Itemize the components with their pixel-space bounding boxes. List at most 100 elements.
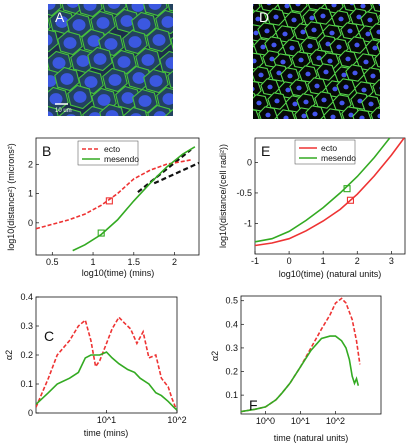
micrograph-d-nucleus bbox=[339, 100, 345, 106]
panel-b-ytick-label: 0 bbox=[28, 218, 33, 228]
micrograph-a-nucleus bbox=[19, 0, 32, 12]
micrograph-d-nucleus bbox=[301, 113, 307, 119]
micrograph-a-cell bbox=[123, 106, 148, 116]
panel-e-xtick-label: 2 bbox=[355, 256, 360, 266]
micrograph-d-nucleus bbox=[343, 84, 349, 90]
micrograph-a-label: A bbox=[55, 9, 65, 25]
micrograph-a-nucleus bbox=[162, 93, 173, 105]
micrograph-d-cell bbox=[229, 22, 247, 38]
panel-e-ytick-label: -1 bbox=[244, 218, 252, 228]
micrograph-d-nucleus bbox=[305, 71, 311, 77]
micrograph-d-nucleus bbox=[233, 56, 238, 61]
micrograph-d-cell bbox=[266, 121, 284, 137]
micrograph-a-nucleus bbox=[152, 34, 166, 46]
micrograph-d-cell bbox=[352, 109, 372, 119]
micrograph-a-cell bbox=[164, 108, 173, 116]
micrograph-a-nucleus bbox=[88, 112, 102, 116]
micrograph-a-nucleus bbox=[120, 15, 134, 27]
panel-f-xtick-label: 10^2 bbox=[326, 416, 345, 426]
micrograph-a-nucleus bbox=[48, 75, 57, 87]
micrograph-d-nucleus bbox=[319, 126, 324, 131]
micrograph-d-nucleus bbox=[338, 16, 344, 22]
micrograph-d-nucleus bbox=[289, 45, 295, 51]
micrograph-a-nucleus bbox=[76, 55, 90, 67]
micrograph-d-cell bbox=[227, 50, 245, 66]
panel-b-xtick-label: 1.5 bbox=[128, 257, 141, 267]
micrograph-d-nucleus bbox=[280, 59, 286, 65]
micrograph-a-nucleus bbox=[132, 72, 146, 84]
micrograph-d-nucleus bbox=[292, 101, 298, 107]
panel-f-ytick-label: 0.5 bbox=[225, 296, 238, 306]
panel-b: 0.5 1 1.5 2 0 1 2 B ecto mesendo log10(time) (… bbox=[6, 137, 200, 278]
micrograph-a-nucleus bbox=[187, 91, 200, 103]
micrograph-d-nucleus bbox=[314, 83, 320, 89]
micrograph-d-nucleus bbox=[231, 84, 236, 89]
panel-c-ytick-label: 0 bbox=[28, 408, 33, 418]
panel-b-xlabel: log10(time) (mins) bbox=[82, 268, 155, 278]
panel-e-ticks: -1 0 1 2 3 -1 -0.5 0 bbox=[236, 157, 393, 266]
micrograph-d-nucleus bbox=[274, 98, 280, 104]
micrograph-d-cell bbox=[372, 79, 380, 96]
micrograph-d-nucleus bbox=[323, 69, 329, 75]
panel-e-ytick-label: 0 bbox=[247, 157, 252, 167]
micrograph-d-nucleus bbox=[253, 30, 259, 36]
micrograph-a-nucleus bbox=[52, 57, 66, 69]
micrograph-d-nucleus bbox=[283, 115, 289, 119]
micrograph-d-nucleus bbox=[347, 28, 353, 34]
panel-b-xtick-label: 0.5 bbox=[46, 257, 59, 267]
micrograph-d-nucleus bbox=[287, 73, 293, 79]
micrograph-a-cell bbox=[181, 86, 205, 109]
micrograph-d-cell bbox=[378, 14, 380, 21]
micrograph-a-cell bbox=[14, 67, 38, 90]
micrograph-a-nucleus bbox=[174, 73, 187, 85]
micrograph-d-nucleus bbox=[235, 28, 240, 33]
micrograph-a-nucleus bbox=[20, 72, 33, 84]
scale-bar-label: 10 um bbox=[55, 108, 72, 114]
micrograph-a-nucleus bbox=[137, 18, 151, 30]
micrograph-d-nucleus bbox=[383, 44, 388, 49]
panel-b-fit-line-1 bbox=[153, 161, 199, 185]
panel-c-ylabel: α2 bbox=[4, 350, 14, 360]
micrograph-d-nucleus bbox=[261, 129, 266, 134]
micrograph-d-cell bbox=[378, 122, 396, 138]
micrograph-d-nucleus bbox=[266, 4, 272, 6]
micrograph-d-nucleus bbox=[309, 15, 315, 21]
panel-c-ytick-label: 0.1 bbox=[20, 379, 33, 389]
micrograph-d-nucleus bbox=[237, 0, 242, 4]
panel-f-ytick-label: 0.2 bbox=[225, 367, 238, 377]
micrograph-a-nucleus bbox=[48, 111, 54, 116]
panel-b-fit-line-0 bbox=[137, 148, 192, 193]
micrograph-d-nucleus bbox=[296, 85, 302, 91]
micrograph-d-nucleus bbox=[314, 4, 318, 5]
micrograph-a-nucleus bbox=[83, 4, 97, 11]
micrograph-d-nucleus bbox=[368, 101, 374, 107]
micrograph-a-cell bbox=[48, 16, 51, 31]
micrograph-a-cell bbox=[23, 49, 47, 72]
panel-e-ylabel: log10(distance/(cell radi²)) bbox=[218, 144, 228, 248]
micrograph-a-nucleus bbox=[48, 34, 53, 46]
micrograph-a-nucleus bbox=[97, 94, 111, 106]
micrograph-d-nucleus bbox=[291, 17, 297, 23]
micrograph-a-nucleus bbox=[131, 4, 145, 12]
micrograph-d-nucleus bbox=[367, 17, 373, 23]
panel-c-xtick-label: 10^1 bbox=[97, 415, 116, 425]
micrograph-a-nucleus bbox=[105, 110, 119, 116]
panel-c-ytick-label: 0.3 bbox=[20, 321, 33, 331]
micrograph-a-nucleus bbox=[73, 91, 87, 103]
panel-b-plot bbox=[36, 146, 199, 252]
panel-b-marker-mesendo bbox=[97, 229, 105, 237]
micrograph-d-cell bbox=[302, 122, 320, 138]
micrograph-d-nucleus bbox=[320, 13, 326, 19]
micrograph-a-nucleus bbox=[128, 36, 142, 48]
micrograph-d-nucleus bbox=[354, 42, 360, 48]
micrograph-a-cell bbox=[102, 4, 127, 16]
micrograph-d-nucleus bbox=[352, 70, 358, 76]
micrograph-a-nucleus bbox=[66, 4, 80, 8]
panel-f: 10^0 10^1 10^2 0.1 0.2 0.3 0.4 0.5 F time (natu… bbox=[210, 295, 382, 443]
micrograph-a-nucleus bbox=[149, 75, 163, 87]
micrograph-d-nucleus bbox=[385, 16, 390, 21]
micrograph-a-nucleus bbox=[60, 73, 74, 85]
micrograph-d-nucleus bbox=[381, 58, 386, 63]
micrograph-a-cell bbox=[13, 0, 37, 18]
micrograph-a-cell bbox=[58, 107, 82, 116]
